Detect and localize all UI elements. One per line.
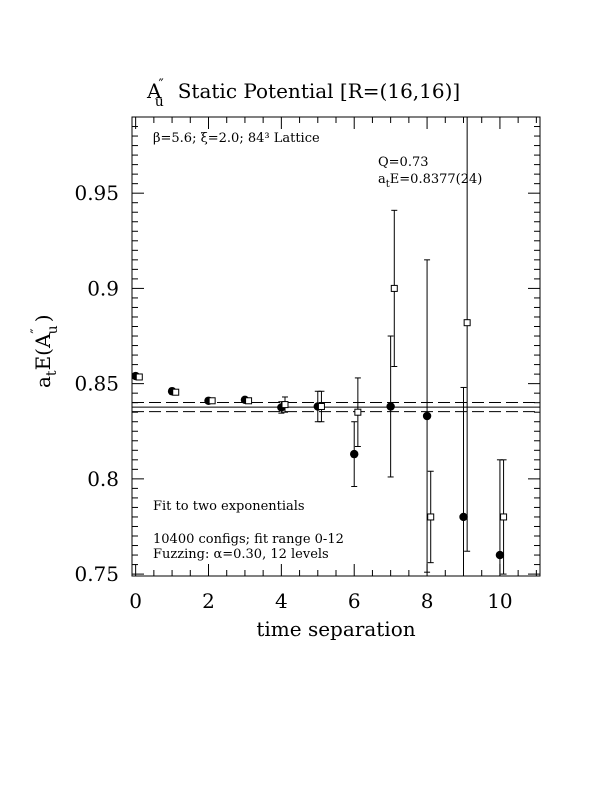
energy-annotation: atE=0.8377(24): [378, 172, 482, 190]
data-point-circle: [350, 449, 359, 459]
data-point-square: [208, 397, 216, 405]
configs-annotation: 10400 configs; fit range 0-12: [153, 532, 344, 547]
data-point-square: [427, 513, 435, 521]
y-tick-label: 0.9: [87, 276, 119, 300]
data-point-square: [317, 402, 325, 410]
x-tick-label: 0: [129, 589, 142, 613]
fit-band: [132, 401, 540, 413]
data-point-square: [354, 408, 362, 416]
y-tick-label: 0.85: [74, 372, 119, 396]
data-point-square: [281, 401, 289, 409]
data-point-square: [390, 284, 398, 292]
x-tick-label: 8: [421, 589, 434, 613]
y-tick-label: 0.75: [74, 562, 119, 586]
data-point-circle: [386, 402, 395, 411]
x-tick-label: 10: [487, 589, 512, 613]
data-point-circle: [495, 550, 505, 560]
chart-title: A″ u Static Potential [R=(16,16)]: [146, 77, 460, 110]
axis-ticks: [132, 117, 540, 576]
x-tick-label: 6: [348, 589, 361, 613]
data-point-square: [500, 513, 508, 521]
y-tick-label: 0.8: [87, 467, 119, 491]
data-point-square: [172, 388, 180, 396]
data-point-square: [135, 373, 143, 381]
y-axis-label: atE(A″u): [29, 314, 61, 388]
data-point-square: [245, 397, 253, 405]
tick-labels: 0 2 4 6 8 10 0.75 0.8 0.85 0.9 0.95: [74, 181, 512, 613]
fuzzing-annotation: Fuzzing: α=0.30, 12 levels: [153, 547, 329, 562]
x-tick-label: 4: [275, 589, 288, 613]
x-tick-label: 2: [202, 589, 215, 613]
x-axis-label: time separation: [256, 617, 415, 641]
fit-annotation: Fit to two exponentials: [153, 499, 305, 514]
data-marks: [131, 117, 508, 576]
lattice-annotation: β=5.6; ξ=2.0; 84³ Lattice: [153, 131, 320, 146]
data-point-circle: [459, 512, 468, 522]
data-point-square: [463, 319, 471, 327]
q-annotation: Q=0.73: [378, 155, 429, 170]
data-point-circle: [422, 411, 432, 421]
y-tick-label: 0.95: [74, 181, 119, 205]
